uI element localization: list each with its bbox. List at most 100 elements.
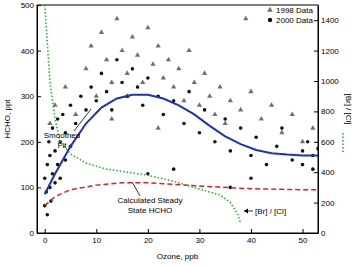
tick-mark [148, 229, 149, 233]
tick-label: 600 [321, 138, 335, 147]
point-circle [136, 85, 140, 89]
point-circle [53, 149, 57, 153]
tick-mark [314, 20, 318, 21]
point-triangle [83, 66, 88, 71]
legend-symbol [267, 7, 273, 12]
point-circle [213, 140, 217, 144]
tick-label: 1400 [321, 16, 339, 25]
tick-mark [45, 229, 46, 233]
axis-line [318, 6, 319, 234]
axis-line [37, 6, 38, 234]
point-circle [316, 147, 318, 151]
tick: 200 [314, 199, 335, 208]
tick-mark [96, 229, 97, 233]
point-triangle [238, 107, 243, 112]
point-circle [198, 131, 202, 135]
tick-label: 400 [321, 168, 335, 177]
point-triangle [279, 130, 284, 135]
tick-label: 0 [43, 236, 48, 245]
tick-mark [251, 229, 252, 233]
point-circle [58, 176, 62, 180]
tick: 400 [314, 168, 335, 177]
point-circle [46, 163, 50, 167]
annotation-pointer [132, 182, 140, 196]
point-circle [301, 149, 305, 153]
tick-label: 800 [321, 107, 335, 116]
point-circle [53, 181, 57, 185]
point-triangle [150, 61, 155, 66]
point-triangle [202, 70, 207, 75]
point-triangle [207, 93, 212, 98]
tick: 200 [21, 138, 41, 147]
tick: 0 [30, 229, 41, 238]
tick-label: 50 [299, 236, 308, 245]
annotation-arrowhead [244, 209, 248, 214]
chart: 0102030405001002003004005000200400600800… [0, 0, 353, 266]
line-dotted [45, 5, 241, 224]
point-circle [43, 176, 47, 180]
tick-label: 0 [321, 229, 326, 238]
tick-label: 1000 [321, 77, 339, 86]
point-circle [110, 108, 114, 112]
point-circle [280, 126, 284, 130]
tick-mark [314, 203, 318, 204]
annotation: [Br] / [Cl] [255, 207, 286, 216]
x-axis-title: Ozone, ppb [157, 252, 199, 261]
tick: 1400 [314, 16, 339, 25]
point-triangle [192, 79, 197, 84]
point-triangle [99, 29, 104, 34]
point-circle [131, 67, 135, 71]
tick-label: 10 [92, 236, 101, 245]
annotation-line: Fit [58, 141, 68, 150]
point-circle [162, 113, 166, 117]
annotation-pointer [74, 109, 91, 131]
point-circle [254, 135, 258, 139]
point-triangle [135, 52, 140, 57]
tick-mark [37, 51, 41, 52]
plot-area [43, 5, 318, 224]
axis-xticks: 01020304050 [38, 229, 319, 245]
tick-mark [303, 229, 304, 233]
point-circle [84, 108, 88, 112]
plot-frame [37, 5, 318, 233]
axis-y2ticks: 0 200 400 600 800 1000 1200 1400 [314, 6, 339, 239]
point-triangle [156, 43, 161, 48]
tick-mark [314, 51, 318, 52]
tick-mark [314, 233, 318, 234]
legend-label: 2000 Data [276, 16, 313, 25]
tick-mark [37, 187, 41, 188]
point-circle [249, 176, 253, 180]
point-triangle [114, 16, 119, 21]
point-triangle [47, 121, 52, 126]
tick: 300 [21, 92, 41, 101]
point-circle [89, 85, 93, 89]
annotation-line: Smoothed [44, 131, 80, 140]
tick-mark [314, 81, 318, 82]
point-triangle [186, 48, 191, 53]
tick: 0 [314, 229, 326, 238]
point-circle [69, 104, 73, 108]
tick-label: 400 [21, 47, 35, 56]
tick-mark [37, 96, 41, 97]
y-axis-title: HCHO, ppt [3, 99, 12, 139]
line-solid [45, 95, 318, 194]
point-circle [48, 154, 52, 158]
tick: 400 [21, 47, 41, 56]
point-circle [182, 122, 186, 126]
annotation: Calculated SteadyState HCHO [118, 196, 183, 215]
point-circle [203, 108, 207, 112]
tick-label: 40 [247, 236, 256, 245]
point-circle [74, 122, 78, 126]
point-triangle [109, 79, 114, 84]
tick: 1200 [314, 47, 339, 56]
tick-mark [314, 111, 318, 112]
point-triangle [94, 93, 99, 98]
point-triangle [212, 111, 217, 116]
y2-title-line-sample [342, 133, 344, 153]
point-circle [275, 145, 279, 149]
point-circle [306, 140, 310, 144]
point-triangle [223, 121, 228, 126]
point-circle [290, 158, 294, 162]
tick: 500 [21, 1, 41, 10]
point-triangle [259, 116, 264, 121]
